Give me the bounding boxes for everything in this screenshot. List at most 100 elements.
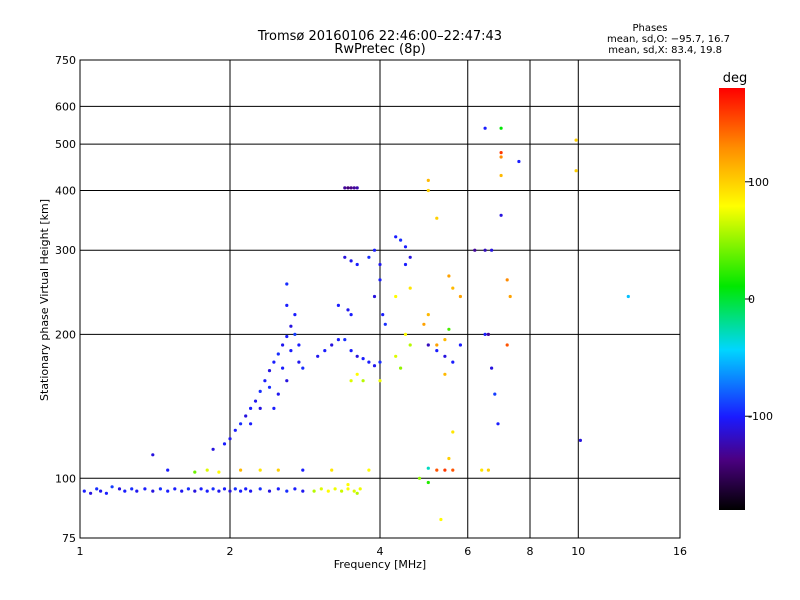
data-point <box>443 372 447 376</box>
data-point <box>346 308 350 312</box>
phase-box: Phases mean, sd,O: −95.7, 16.7 mean, sd,… <box>607 23 730 56</box>
data-point <box>394 294 398 299</box>
data-point <box>285 303 289 307</box>
data-point <box>104 491 108 495</box>
colorbar-tick-label: 100 <box>748 176 769 189</box>
colorbar-ticks: 100 0 -100 <box>745 176 773 423</box>
data-point <box>289 324 293 328</box>
phase-box-title: Phases <box>632 23 667 34</box>
data-point <box>285 282 289 286</box>
data-point <box>447 327 451 331</box>
data-point <box>272 406 276 410</box>
data-point <box>330 468 334 472</box>
data-point <box>355 354 359 358</box>
data-point <box>394 235 398 239</box>
data-point <box>403 245 408 249</box>
data-point <box>217 489 221 493</box>
data-point <box>372 248 377 252</box>
data-point <box>258 468 262 472</box>
data-point <box>319 487 323 491</box>
data-point <box>399 366 403 370</box>
data-point <box>285 379 289 383</box>
x-axis: 1 2 4 6 8 10 16 <box>77 545 688 558</box>
data-point <box>312 489 316 493</box>
data-point <box>343 186 347 190</box>
data-point <box>272 360 276 364</box>
data-point <box>166 468 170 472</box>
data-point <box>367 360 371 364</box>
data-point <box>378 262 382 267</box>
data-point <box>336 303 340 307</box>
data-point <box>505 343 509 347</box>
data-point <box>281 366 285 370</box>
data-point <box>258 487 262 491</box>
data-point <box>408 343 412 347</box>
data-point <box>499 126 503 130</box>
data-point <box>499 173 503 178</box>
x-tick-label: 6 <box>464 545 471 558</box>
data-point <box>443 338 447 342</box>
data-point <box>578 438 583 442</box>
data-point <box>403 262 408 267</box>
data-point <box>574 138 578 142</box>
data-point <box>346 186 350 190</box>
data-point <box>451 468 455 472</box>
x-tick-label: 2 <box>227 545 234 558</box>
data-point <box>117 487 122 491</box>
colorbar-label: deg <box>723 71 748 86</box>
data-point <box>233 428 237 432</box>
data-point <box>301 468 305 472</box>
data-point <box>130 487 134 491</box>
data-point <box>249 406 253 410</box>
data-point <box>574 169 578 173</box>
data-point <box>378 278 382 282</box>
data-point <box>244 414 248 418</box>
data-point <box>458 294 462 299</box>
data-point <box>99 489 103 493</box>
y-tick-label: 100 <box>55 472 76 485</box>
x-tick-label: 10 <box>571 545 585 558</box>
data-point <box>349 349 353 353</box>
data-point <box>505 278 509 282</box>
data-point <box>426 480 430 485</box>
data-points <box>82 126 630 522</box>
data-point <box>435 343 439 347</box>
data-point <box>439 517 443 522</box>
data-point <box>408 255 412 259</box>
data-point <box>193 489 197 493</box>
data-point <box>493 392 497 396</box>
data-point <box>383 322 387 326</box>
data-point <box>403 332 408 336</box>
data-point <box>239 422 243 426</box>
data-point <box>285 334 289 339</box>
data-point <box>123 489 127 493</box>
title-block: Tromsø 20160106 22:46:00–22:47:43 RwPret… <box>257 29 502 57</box>
data-point <box>217 470 221 474</box>
data-point <box>267 385 272 389</box>
data-point <box>490 248 494 252</box>
data-point <box>367 255 371 259</box>
data-point <box>158 487 162 491</box>
data-point <box>355 186 359 190</box>
data-point <box>378 379 382 383</box>
data-point <box>253 399 258 403</box>
data-point <box>276 468 280 472</box>
data-point <box>447 456 451 461</box>
data-point <box>222 487 227 491</box>
data-point <box>281 343 285 347</box>
data-point <box>249 422 253 426</box>
data-point <box>451 430 455 434</box>
data-point <box>367 468 371 472</box>
data-point <box>486 332 490 336</box>
data-point <box>346 483 350 487</box>
data-point <box>228 489 232 493</box>
data-point <box>326 489 330 493</box>
data-point <box>205 489 209 493</box>
data-point <box>435 349 439 353</box>
data-point <box>276 487 280 491</box>
data-point <box>330 343 334 347</box>
data-point <box>276 352 280 356</box>
data-point <box>258 406 262 410</box>
data-point <box>426 466 430 470</box>
